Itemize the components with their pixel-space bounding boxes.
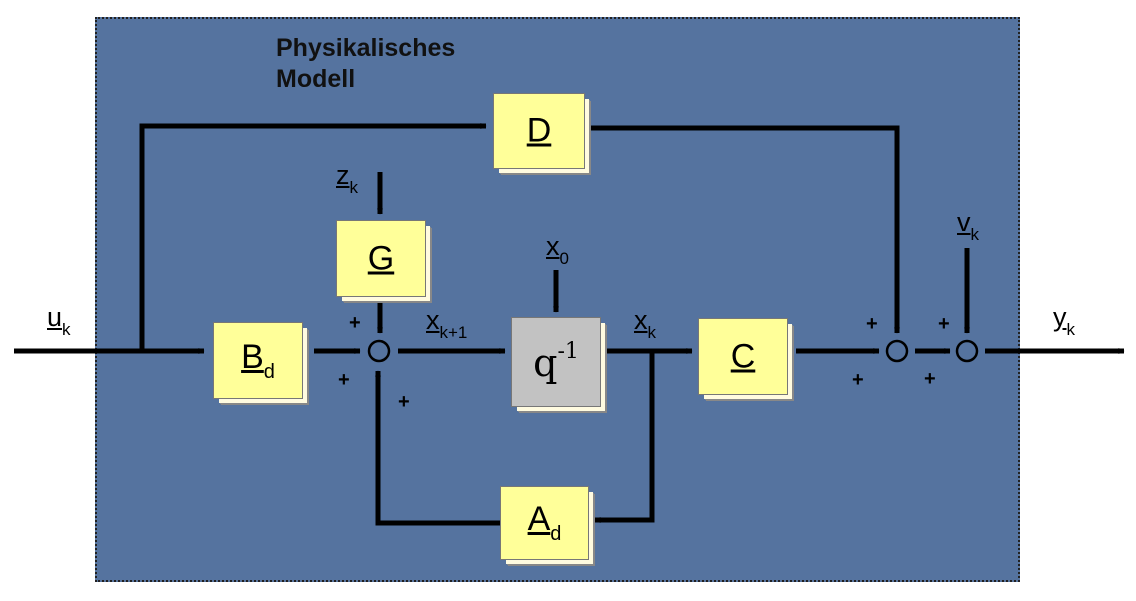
block-d-label: D (526, 111, 552, 150)
signal-yk-sub: k (1066, 320, 1076, 339)
block-bd-label: B (241, 337, 264, 376)
signal-zk-main: z (336, 160, 350, 190)
summing-junction-3 (955, 339, 979, 363)
panel-title-line2: Modell (276, 65, 356, 93)
block-ad-label: A (527, 500, 551, 538)
signal-uk: uk (47, 302, 71, 340)
block-bd: Bd (213, 322, 303, 399)
signal-xk-sub: k (647, 323, 657, 342)
block-ad-subscript: d (550, 523, 562, 545)
panel-title-line1: Physikalisches (276, 34, 456, 62)
signal-xk-main: x (634, 305, 648, 335)
plus-sign-sum3-left: + (924, 368, 936, 390)
block-delay-exponent: -1 (557, 339, 579, 364)
signal-yk-main: y (1053, 302, 1067, 332)
block-ad: Ad (500, 486, 589, 560)
block-d: D (493, 93, 585, 169)
plus-sign-sum1-top: + (349, 312, 361, 334)
signal-uk-main: u (47, 302, 63, 332)
block-g: G (336, 220, 426, 297)
block-c-label: C (730, 337, 756, 375)
signal-x0: x0 (546, 231, 569, 269)
plus-sign-sum2-left: + (852, 369, 864, 391)
panel-title: Physikalisches Modell (276, 33, 455, 95)
block-c: C (698, 318, 788, 395)
signal-zk-sub: k (349, 178, 359, 197)
signal-xk1: xk+1 (426, 305, 467, 343)
signal-xk1-sub: k+1 (439, 323, 468, 342)
plus-sign-sum3-top: + (938, 313, 950, 335)
signal-x0-sub: 0 (559, 249, 569, 268)
block-g-label: G (367, 239, 395, 277)
wire-d-to-sum2 (588, 125, 900, 334)
summing-junction-2 (885, 339, 909, 363)
summing-junction-1 (367, 339, 391, 363)
plus-sign-sum1-left: + (338, 369, 350, 391)
block-bd-subscript: d (263, 360, 275, 383)
wire-uk-to-d (139, 123, 487, 351)
signal-xk1-main: x (426, 305, 440, 335)
signal-vk-main: v (957, 207, 971, 237)
signal-xk: xk (634, 305, 656, 343)
block-delay: q-1 (511, 317, 601, 407)
block-delay-label: q (533, 341, 558, 385)
signal-vk: vk (957, 207, 979, 245)
signal-zk: zk (336, 160, 358, 198)
signal-yk: yk (1053, 302, 1075, 340)
wire-xk-to-ad (594, 351, 655, 523)
plus-sign-sum2-top: + (866, 313, 878, 335)
signal-vk-sub: k (970, 225, 980, 244)
signal-x0-main: x (546, 231, 560, 261)
signal-uk-sub: k (62, 320, 71, 339)
wire-ad-to-sum1 (375, 370, 500, 526)
plus-sign-sum1-bottom: + (398, 391, 410, 413)
